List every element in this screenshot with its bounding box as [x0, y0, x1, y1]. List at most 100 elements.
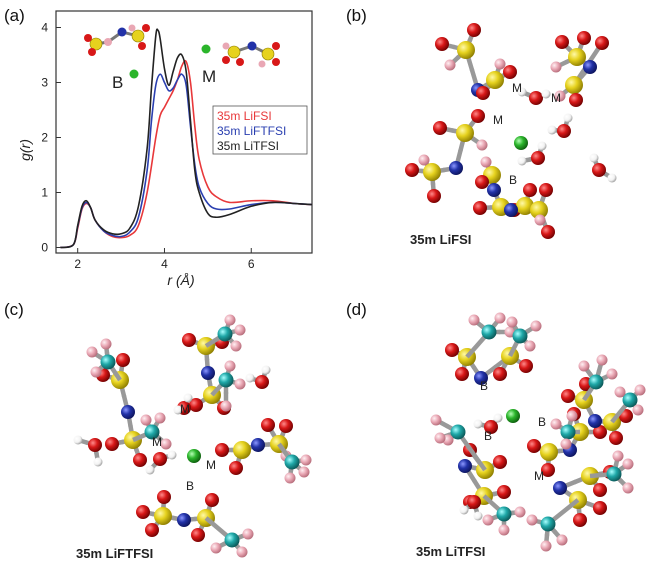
hydrogen-atom: [607, 173, 617, 183]
hydrogen-atom: [93, 457, 103, 467]
oxygen-atom: [529, 91, 543, 105]
oxygen-atom: [473, 201, 487, 215]
oxygen-atom: [467, 23, 481, 37]
legend-liftfsi: 35m LiFTFSI: [217, 124, 286, 138]
fluorine-atom: [506, 316, 518, 328]
hydrogen-atom: [73, 435, 83, 445]
fluorine-atom: [298, 466, 310, 478]
nitrogen-atom: [449, 161, 463, 175]
oxygen-atom: [595, 36, 609, 50]
sulfur-atom: [568, 48, 586, 66]
fluorine-atom: [284, 472, 296, 484]
fluorine-atom: [550, 418, 562, 430]
panel-b-site-4: B: [509, 173, 517, 187]
panel-c-site-4: B: [186, 479, 194, 493]
nitrogen-atom: [474, 371, 488, 385]
oxygen-atom: [405, 163, 419, 177]
carbon-atom: [606, 466, 622, 482]
panel-b-snapshot: 35m LiFSI M M M B: [405, 23, 617, 247]
fluorine-atom: [622, 482, 634, 494]
fluorine-atom: [622, 458, 634, 470]
carbon-atom: [217, 326, 233, 342]
oxygen-atom: [145, 523, 159, 537]
fluorine-atom: [86, 346, 98, 358]
sulfur-atom: [456, 124, 474, 142]
fluorine-atom: [90, 366, 102, 378]
fluorine-atom: [494, 58, 506, 70]
sulfur-atom: [516, 197, 534, 215]
oxygen-atom: [531, 151, 545, 165]
inset-molecule-right: [222, 41, 280, 68]
oxygen-atom: [557, 124, 571, 138]
sulfur-atom: [154, 507, 172, 525]
nitrogen-atom: [458, 459, 472, 473]
fluorine-atom: [494, 312, 506, 324]
panel-d-caption: 35m LiTFSI: [416, 544, 485, 559]
fluorine-atom: [210, 542, 222, 554]
panel-b-site-3: M: [493, 113, 503, 127]
carbon-atom: [588, 374, 604, 390]
carbon-atom: [218, 372, 234, 388]
lithium-atom: [506, 409, 520, 423]
legend-lifsi: 35m LiFSI: [217, 109, 272, 123]
fluorine-atom: [498, 524, 510, 536]
x-tick-label: 2: [74, 257, 81, 271]
fluorine-atom: [632, 404, 644, 416]
fluorine-atom: [220, 400, 232, 412]
fluorine-atom: [242, 528, 254, 540]
fluorine-atom: [236, 546, 248, 558]
oxygen-atom: [191, 528, 205, 542]
hydrogen-atom: [547, 125, 557, 135]
oxygen-atom: [593, 425, 607, 439]
hydrogen-atom: [563, 113, 573, 123]
carbon-atom: [224, 532, 240, 548]
fluorine-atom: [234, 378, 246, 390]
oxygen-atom: [467, 495, 481, 509]
oxygen-atom: [279, 419, 293, 433]
x-tick-label: 6: [248, 257, 255, 271]
x-axis-label: r (Å): [167, 272, 194, 288]
panel-d-site-2: B: [484, 429, 492, 443]
fluorine-atom: [534, 214, 546, 226]
oxygen-atom: [471, 109, 485, 123]
fluorine-atom: [556, 534, 568, 546]
hydrogen-atom: [517, 87, 527, 97]
panel-c-site-2: M: [152, 435, 162, 449]
nitrogen-atom: [487, 183, 501, 197]
oxygen-atom: [561, 389, 575, 403]
fluorine-atom: [234, 324, 246, 336]
oxygen-atom: [577, 31, 591, 45]
oxygen-atom: [493, 367, 507, 381]
nitrogen-atom: [553, 481, 567, 495]
oxygen-atom: [493, 455, 507, 469]
hydrogen-atom: [145, 465, 155, 475]
fluorine-atom: [578, 360, 590, 372]
fluorine-atom: [634, 384, 646, 396]
oxygen-atom: [593, 501, 607, 515]
sulfur-atom: [233, 441, 251, 459]
oxygen-atom: [433, 121, 447, 135]
carbon-atom: [284, 454, 300, 470]
fluorine-atom: [154, 412, 166, 424]
fluorine-atom: [566, 410, 578, 422]
fluorine-atom: [468, 314, 480, 326]
nitrogen-atom: [201, 366, 215, 380]
oxygen-atom: [182, 333, 196, 347]
fluorine-atom: [418, 154, 430, 166]
sulfur-atom: [540, 443, 558, 461]
fluorine-atom: [140, 414, 152, 426]
oxygen-atom: [593, 483, 607, 497]
fluorine-atom: [230, 340, 242, 352]
fluorine-atom: [560, 438, 572, 450]
nitrogen-atom: [177, 513, 191, 527]
fluorine-atom: [480, 156, 492, 168]
nitrogen-atom: [121, 405, 135, 419]
hydrogen-atom: [493, 413, 503, 423]
fluorine-atom: [300, 454, 312, 466]
oxygen-atom: [476, 86, 490, 100]
hydrogen-atom: [589, 153, 599, 163]
nitrogen-atom: [504, 203, 518, 217]
hydrogen-atom: [473, 419, 483, 429]
fluorine-atom: [100, 338, 112, 350]
